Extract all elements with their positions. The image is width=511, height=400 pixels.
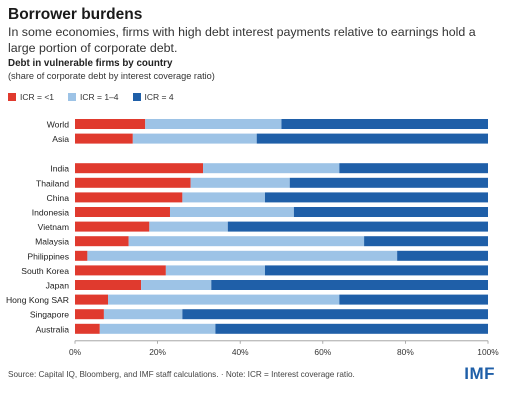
category-label: Asia (52, 134, 69, 144)
bar-segment (75, 207, 170, 217)
bar-segment (87, 250, 398, 261)
category-label: Indonesia (32, 208, 69, 218)
bar-segment (75, 265, 166, 276)
bar-segment (75, 119, 146, 129)
chart-title: Debt in vulnerable firms by country (8, 58, 173, 69)
bar-segment (141, 280, 212, 290)
bar-segment (397, 250, 488, 261)
bar-segment (75, 236, 129, 247)
category-label: World (47, 120, 70, 130)
legend-item: ICR = 4 (132, 92, 174, 102)
bar-segment (108, 294, 340, 305)
page-subtitle: In some economies, firms with high debt … (8, 25, 476, 55)
bar-segment (227, 221, 488, 232)
category-label: Hong Kong SAR (6, 295, 69, 305)
stacked-bar-chart: World Asia India Thailand China Indonesia Viet… (6, 119, 499, 357)
category-label: Japan (46, 281, 70, 291)
legend-item: ICR = <1 (8, 92, 54, 102)
category-label: Singapore (30, 310, 69, 320)
legend-swatch (132, 93, 141, 101)
bar-segment (203, 163, 340, 174)
bar-segment (99, 323, 216, 334)
page-title: Borrower burdens (8, 6, 143, 23)
bar-segment (75, 280, 142, 290)
bar-segment (75, 163, 204, 174)
category-label: Australia (36, 324, 70, 334)
bar-segment (264, 192, 488, 203)
bar-segment (75, 294, 109, 305)
bar-segment (145, 119, 282, 129)
bar-segment (182, 192, 265, 203)
legend-label: ICR = 1–4 (80, 92, 119, 102)
legend-item: ICR = 1–4 (68, 92, 119, 102)
source-note: Source: Capital IQ, Bloomberg, and IMF s… (8, 370, 355, 379)
bar-segment (75, 221, 150, 232)
bar-segment (75, 192, 183, 203)
bar-segment (281, 119, 488, 129)
x-tick-label: 100% (477, 347, 499, 357)
legend-swatch (8, 93, 16, 101)
bar-segment (289, 177, 488, 188)
category-label: Philippines (27, 251, 69, 261)
chart-legend: ICR = <1 ICR = 1–4 ICR = 4 (8, 92, 174, 102)
x-tick-label: 40% (232, 347, 249, 357)
category-label: Thailand (36, 178, 69, 188)
bar-segment (128, 236, 365, 247)
bar-segment (75, 133, 133, 144)
bar-segment (75, 177, 191, 188)
chart-subtitle: (share of corporate debt by interest cov… (8, 71, 215, 81)
legend-label: ICR = 4 (144, 92, 174, 102)
bar-segment (215, 323, 489, 334)
x-tick-label: 0% (69, 347, 82, 357)
category-label: China (47, 193, 70, 203)
bar-segment (211, 280, 489, 290)
bar-segment (75, 309, 104, 320)
bar-segment (190, 177, 290, 188)
bar-segment (364, 236, 488, 247)
bar-segment (149, 221, 228, 232)
category-label: Vietnam (38, 222, 69, 232)
imf-logo: IMF (464, 364, 495, 383)
bar-segment (293, 207, 488, 217)
bar-segment (264, 265, 488, 276)
legend-swatch (68, 93, 77, 101)
bar-segment (256, 133, 488, 144)
bar-segment (103, 309, 183, 320)
x-tick-label: 60% (314, 347, 331, 357)
bar-segment (339, 294, 488, 305)
bar-segment (165, 265, 265, 276)
category-label: Malaysia (35, 237, 69, 247)
bar-segment (75, 250, 88, 261)
bar-segment (182, 309, 488, 320)
bar-segment (75, 323, 100, 334)
category-label: South Korea (21, 266, 69, 276)
category-label: India (50, 164, 69, 174)
bar-segment (169, 207, 294, 217)
x-tick-label: 80% (397, 347, 414, 357)
bar-segment (339, 163, 488, 174)
legend-label: ICR = <1 (20, 92, 55, 102)
bar-segment (132, 133, 257, 144)
x-tick-label: 20% (149, 347, 166, 357)
